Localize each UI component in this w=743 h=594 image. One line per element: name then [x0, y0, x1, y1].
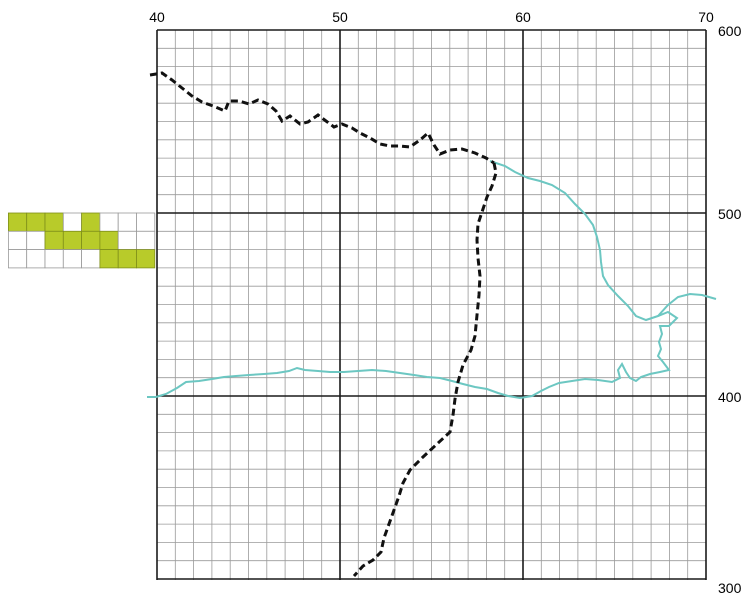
legend-cell-filled — [99, 249, 119, 269]
legend-cell-filled — [136, 249, 156, 269]
legend-cell-empty — [62, 249, 82, 269]
y-tick-label-500: 500 — [718, 206, 742, 222]
legend-cell-empty — [7, 249, 28, 269]
x-tick-label-60: 60 — [515, 9, 531, 25]
legend-cell-filled — [99, 230, 119, 251]
legend-cell-empty — [117, 230, 137, 251]
legend-strip — [7, 212, 156, 269]
legend-cell-filled — [44, 212, 64, 232]
legend-cell-filled — [26, 212, 46, 232]
legend-cell-empty — [44, 249, 64, 269]
x-tick-label-40: 40 — [149, 9, 165, 25]
grid-major-lines — [156, 29, 707, 580]
boundary-southward-line — [352, 162, 498, 578]
legend-cell-filled — [7, 212, 28, 232]
legend-cell-filled — [81, 230, 101, 251]
legend-cell-empty — [26, 249, 46, 269]
x-tick-label-50: 50 — [332, 9, 348, 25]
legend-cell-empty — [26, 230, 46, 251]
grid-minor-lines — [157, 30, 706, 580]
legend-cell-filled — [44, 230, 64, 251]
legend-cell-empty — [117, 212, 137, 232]
legend-cell-filled — [117, 249, 137, 269]
legend-cell-empty — [99, 212, 119, 232]
legend-cell-empty — [136, 230, 156, 251]
legend-cell-filled — [81, 212, 101, 232]
legend-cell-filled — [62, 230, 82, 251]
y-tick-label-600: 600 — [718, 23, 742, 39]
coastline-north — [147, 160, 679, 400]
legend-cell-empty — [81, 249, 101, 269]
y-tick-label-400: 400 — [718, 389, 742, 405]
legend-cell-empty — [7, 230, 28, 251]
x-tick-label-70: 70 — [698, 9, 714, 25]
legend-cell-empty — [62, 212, 82, 232]
y-tick-label-300: 300 — [718, 580, 742, 594]
coastline-east-arm — [657, 292, 717, 317]
legend-cell-empty — [136, 212, 156, 232]
